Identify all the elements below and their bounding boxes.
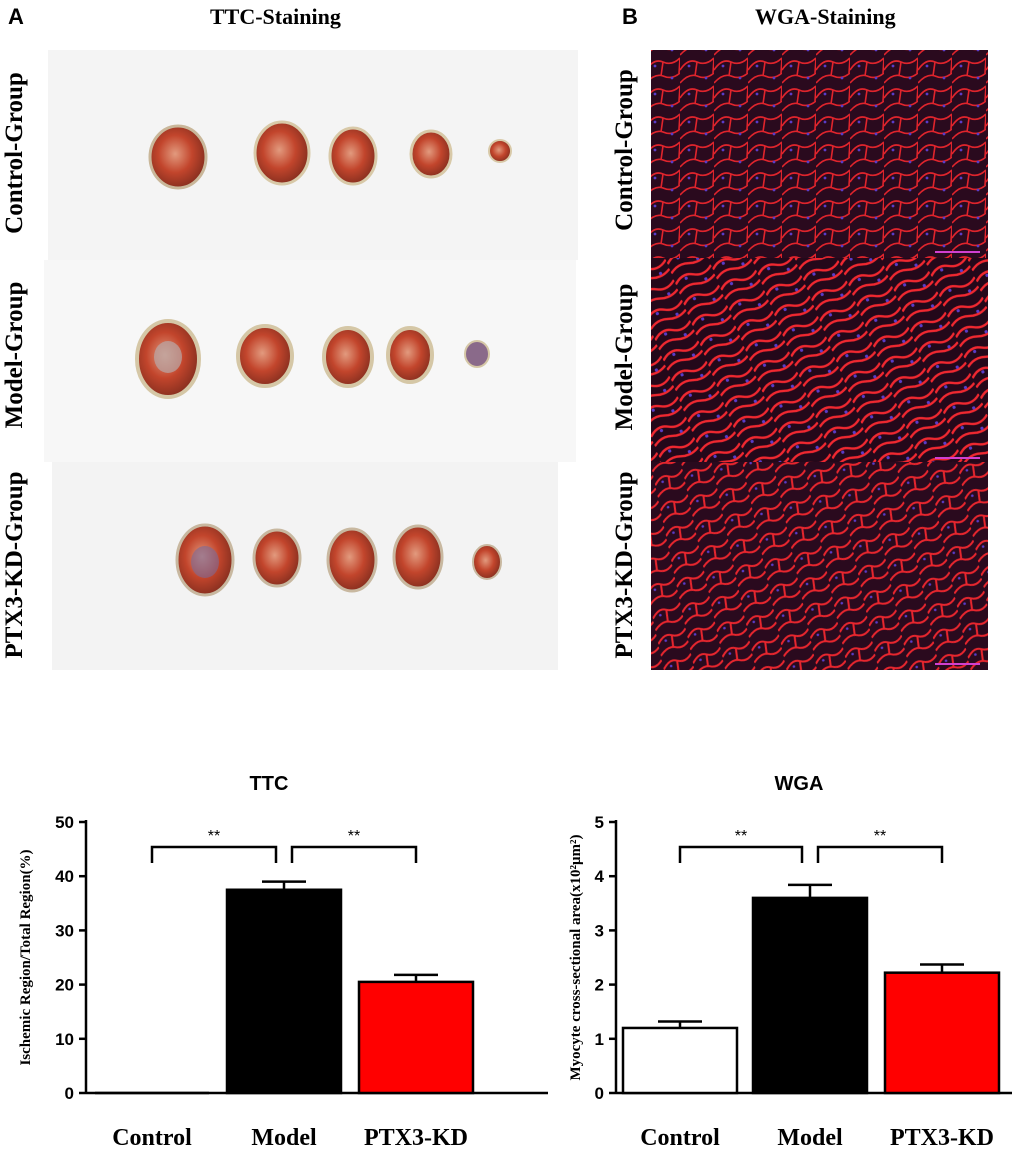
wga-significance-bracket	[816, 845, 944, 863]
wga-bar-ptx3-kd	[883, 971, 1001, 1095]
image-panels	[48, 50, 988, 670]
wga-y-tick-label: 2	[595, 976, 604, 995]
wga-bar-control	[621, 1026, 739, 1095]
ttc-y-tick-label: 40	[55, 867, 74, 886]
panel-a-letter: A	[8, 4, 24, 29]
wga-image-ptx3	[651, 462, 988, 670]
wga-category-label: PTX3-KD	[890, 1125, 994, 1151]
wga-y-tick-label: 5	[595, 813, 604, 832]
ttc-category-label: Model	[251, 1125, 317, 1151]
wga-y-axis-label: Myocyte cross-sectional area(x10²μm²)	[568, 834, 584, 1080]
wga-y-tick-label: 3	[595, 921, 604, 940]
wga-category-label: Model	[777, 1125, 843, 1151]
ttc-bar-ptx3-kd	[357, 980, 475, 1095]
wga-category-label: Control	[640, 1125, 720, 1151]
ttc-y-tick-label: 20	[55, 976, 74, 995]
panel-b-title: WGA-Staining	[755, 4, 896, 29]
ttc-y-tick-label: 50	[55, 813, 74, 832]
ttc-significance-bracket	[290, 845, 418, 863]
wga-significance-bracket	[678, 845, 804, 863]
ttc-bar-model	[225, 888, 343, 1095]
ttc-significance-bracket	[150, 845, 278, 863]
wga-y-tick-label: 4	[595, 867, 605, 886]
ttc-y-axis-label: Ischemic Region/Total Region(%)	[18, 849, 34, 1065]
wga-image-control	[651, 50, 988, 258]
ttc-slices-model	[135, 319, 490, 399]
ttc-significance-label: **	[208, 828, 220, 845]
ttc-category-label: PTX3-KD	[364, 1125, 468, 1151]
ttc-significance-label: **	[348, 828, 360, 845]
ttc-slices-control	[148, 120, 512, 190]
ttc-y-tick-label: 30	[55, 921, 74, 940]
ttc-y-tick-label: 10	[55, 1030, 74, 1049]
ttc-slices-ptx3	[175, 523, 502, 597]
wga-y-tick-label: 1	[595, 1030, 604, 1049]
wga-image-model	[651, 258, 988, 462]
wga-significance-label: **	[874, 828, 886, 845]
wga-bar-model	[751, 896, 869, 1095]
wga-chart-title: WGA	[775, 773, 824, 795]
wga-y-tick-label: 0	[595, 1084, 604, 1103]
wga-significance-label: **	[735, 828, 747, 845]
ttc-y-tick-label: 0	[65, 1084, 74, 1103]
panel-b-letter: B	[622, 4, 638, 29]
ttc-chart-title: TTC	[250, 773, 289, 795]
panel-a-title: TTC-Staining	[210, 4, 341, 29]
ttc-category-label: Control	[112, 1125, 192, 1151]
